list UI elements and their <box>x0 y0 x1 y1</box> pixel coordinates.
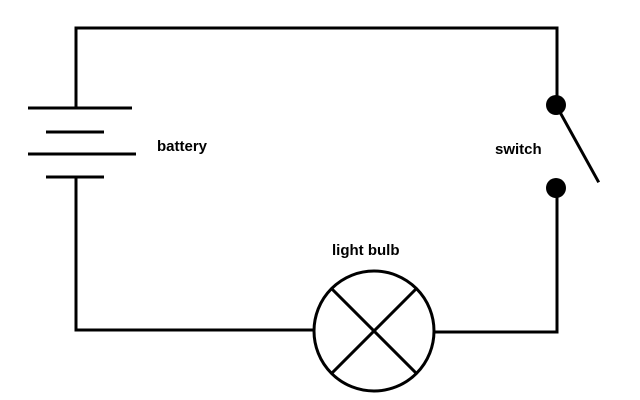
wire-left <box>74 175 316 332</box>
light-bulb-label: light bulb <box>332 242 399 259</box>
bulb-cross-2 <box>329 286 419 376</box>
battery-label: battery <box>157 138 208 155</box>
switch-contact-bottom <box>546 178 566 198</box>
switch-lever <box>553 102 601 184</box>
switch-symbol <box>546 95 601 198</box>
battery-symbol <box>28 106 136 179</box>
wire-top <box>74 26 559 110</box>
wire-right <box>432 186 559 334</box>
circuit-wires <box>74 26 559 334</box>
switch-label: switch <box>495 141 542 158</box>
light-bulb-symbol <box>312 269 436 393</box>
